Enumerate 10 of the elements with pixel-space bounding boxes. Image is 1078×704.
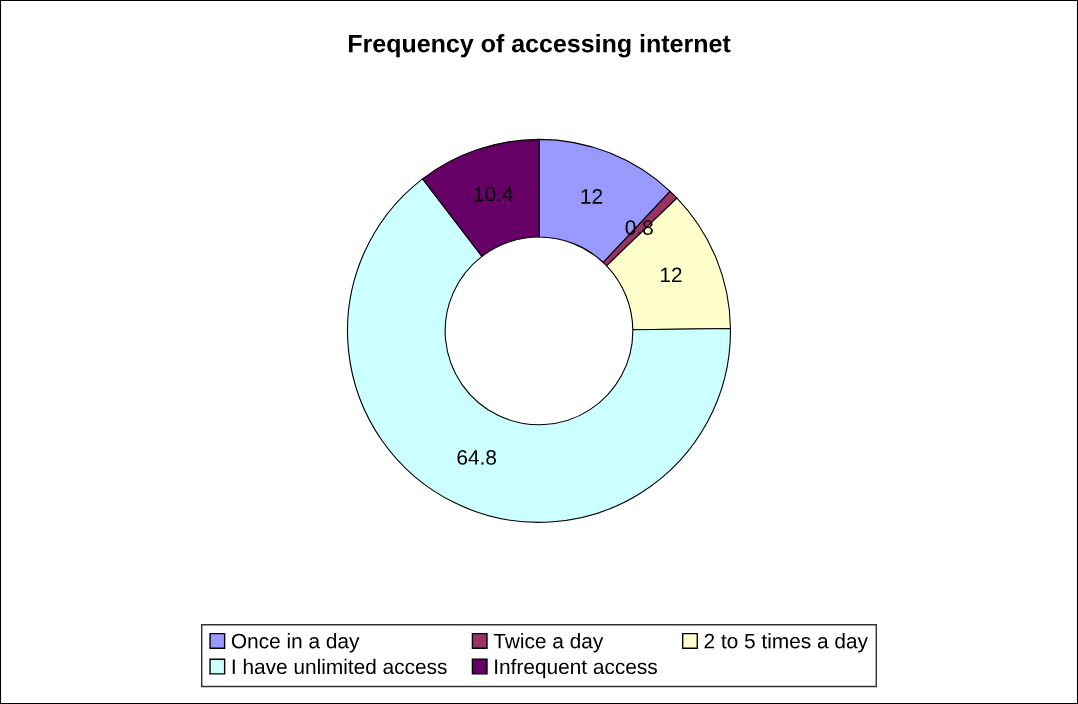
data-label: 12	[581, 189, 603, 204]
legend-label: I have unlimited access	[232, 658, 447, 675]
legend-label: Twice a day	[493, 633, 604, 653]
data-label: 12	[660, 267, 682, 283]
data-label: 10.4	[474, 186, 513, 202]
data-label: 64.8	[457, 450, 497, 465]
chart-title: Frequency of accessing internet	[348, 34, 731, 58]
legend-label: Infrequent access	[495, 658, 657, 679]
legend-label: Once in a day	[231, 633, 360, 653]
legend-label: 2 to 5 times a day	[704, 633, 868, 653]
